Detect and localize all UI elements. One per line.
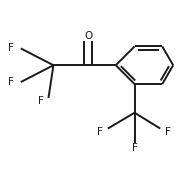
Text: F: F [97,126,103,137]
Text: F: F [8,43,14,53]
Text: F: F [132,143,137,153]
Text: F: F [38,96,43,106]
Text: F: F [165,126,171,137]
Text: F: F [8,77,14,87]
Text: O: O [84,31,92,41]
